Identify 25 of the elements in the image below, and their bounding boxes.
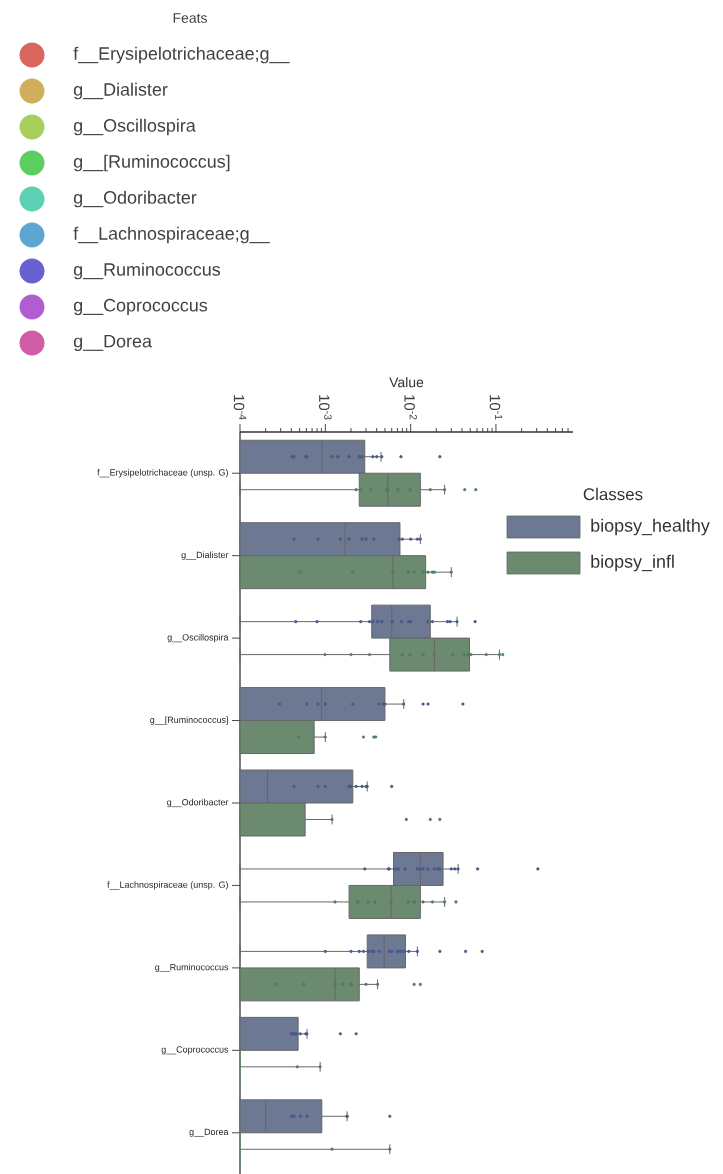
category-label: f__Erysipelotrichaceae;g__: [73, 46, 290, 64]
x-tick-label: 10$^{-1}$: [489, 395, 503, 420]
category-label: g__Oscillospira: [73, 118, 196, 136]
x-tick-label: 10$^{-2}$: [404, 395, 417, 420]
y-tick-label: g__Dorea: [189, 1128, 229, 1137]
x-tick-label: 10$^{-4}$: [233, 395, 247, 420]
y-tick-label: f__Lachnospiraceae (unsp. G): [107, 881, 228, 890]
y-tick-label: g__Dialister: [181, 551, 229, 560]
y-tick-label: g__Coprococcus: [161, 1046, 229, 1055]
y-tick-label: g__Oscillospira: [167, 633, 229, 643]
y-tick-label: g__Odoribacter: [167, 798, 229, 808]
x-tick-label: 10$^{-3}$: [318, 395, 332, 420]
y-tick-label: g__Ruminococcus: [155, 963, 229, 973]
category-label: g__Dorea: [73, 334, 152, 352]
x-axis-title: Value: [389, 376, 424, 388]
legend-title: Feats: [173, 13, 207, 23]
legend-label: biopsy_infl: [591, 554, 674, 572]
legend-title: Classes: [583, 487, 643, 501]
category-label: g__Dialister: [73, 82, 168, 100]
legend-label: biopsy_healthy: [591, 518, 710, 536]
y-tick-label: g__[Ruminococcus]: [150, 716, 228, 725]
category-label: g__Odoribacter: [73, 190, 197, 208]
y-tick-label: f__Erysipelotrichaceae (unsp. G): [97, 469, 228, 478]
category-label: f__Lachnospiraceae;g__: [73, 226, 270, 244]
category-label: g__Coprococcus: [73, 298, 208, 316]
